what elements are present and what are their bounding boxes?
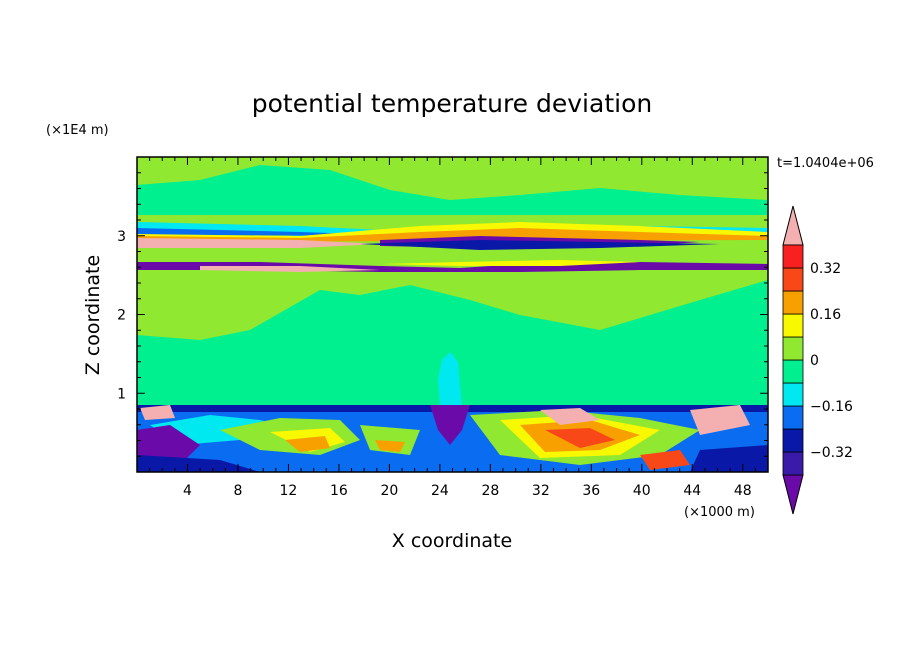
colorbar-tick-label: 0.16 xyxy=(810,307,841,323)
contour-band-green-mid xyxy=(137,250,768,258)
colorbar-segment xyxy=(782,382,804,407)
x-axis-label: X coordinate xyxy=(392,530,512,552)
contour-band-pink-upper xyxy=(137,238,380,248)
contour-bl-orange-3 xyxy=(375,440,405,452)
x-tick-label: 16 xyxy=(330,483,348,499)
contour-plume-cyan xyxy=(438,352,462,405)
contour-bl-pink-2 xyxy=(690,405,750,435)
y-axis-ticks: 1 2 3 xyxy=(117,172,768,457)
contour-bl-red xyxy=(545,428,615,448)
x-tick-label: 48 xyxy=(734,483,752,499)
colorbar-segment xyxy=(782,359,804,384)
x-tick-label: 4 xyxy=(183,483,192,499)
colorbar-tick-label: 0.32 xyxy=(810,261,841,277)
colorbar-segment xyxy=(782,451,804,476)
colorbar-tick-label: 0 xyxy=(810,353,819,369)
colorbar-tick-label: −0.32 xyxy=(810,445,853,461)
x-tick-label: 44 xyxy=(683,483,701,499)
y-tick-label: 2 xyxy=(117,308,126,324)
x-tick-label: 24 xyxy=(431,483,449,499)
contour-region-lower-green xyxy=(137,280,768,405)
x-tick-label: 40 xyxy=(633,483,651,499)
x-unit-label: (×1000 m) xyxy=(684,505,755,520)
contour-band-orange xyxy=(137,228,768,242)
y-tick-label: 1 xyxy=(117,386,126,402)
y-unit-label: (×1E4 m) xyxy=(46,123,109,138)
contour-bl-navy-left xyxy=(137,455,260,472)
y-axis-label: Z coordinate xyxy=(82,255,104,375)
colorbar-extend-max xyxy=(782,205,804,246)
x-tick-label: 36 xyxy=(582,483,600,499)
contour-bl-green-3 xyxy=(360,425,420,455)
contour-field xyxy=(137,157,768,472)
colorbar-extend-min xyxy=(782,474,804,515)
chart-title: potential temperature deviation xyxy=(252,89,652,118)
contour-bl-red-right xyxy=(640,450,690,470)
x-tick-label: 12 xyxy=(280,483,298,499)
contour-region-upper-green xyxy=(137,165,768,215)
y-tick-label: 3 xyxy=(117,229,126,245)
x-tick-label: 8 xyxy=(233,483,242,499)
contour-bl-pink-3 xyxy=(140,405,175,420)
contour-band-yellow-lower xyxy=(380,260,640,266)
time-label: t=1.0404e+06 xyxy=(777,156,874,171)
x-tick-label: 32 xyxy=(532,483,550,499)
contour-bl-navy-right xyxy=(690,445,768,472)
contour-bl-pink-1 xyxy=(540,408,600,425)
colorbar: 0.32 0.16 0 −0.16 −0.32 xyxy=(782,205,853,515)
colorbar-tick-label: −0.16 xyxy=(810,399,853,415)
colorbar-segment xyxy=(782,405,804,430)
colorbar-segment xyxy=(782,290,804,315)
colorbar-segment xyxy=(782,336,804,361)
contour-band-navy-upper xyxy=(360,240,720,250)
contour-bl-orange-1 xyxy=(285,436,330,452)
colorbar-segment xyxy=(782,267,804,292)
contour-band-pink-lower xyxy=(200,266,380,272)
x-axis-ticks: 4 8 12 16 20 24 28 32 36 40 44 48 xyxy=(149,157,756,499)
colorbar-segment xyxy=(782,313,804,338)
x-tick-label: 28 xyxy=(481,483,499,499)
contour-bl-purple-center xyxy=(430,405,470,445)
colorbar-segment xyxy=(782,428,804,453)
colorbar-segment xyxy=(782,244,804,269)
x-tick-label: 20 xyxy=(380,483,398,499)
